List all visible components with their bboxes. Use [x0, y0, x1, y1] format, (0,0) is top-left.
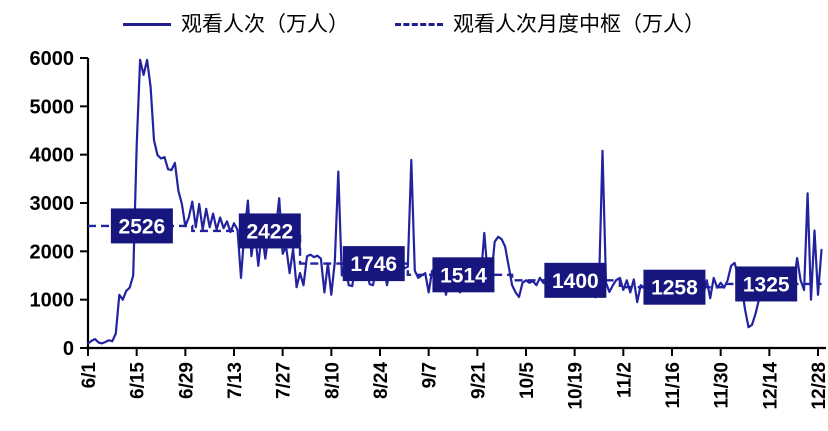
y-tick-label: 1000 [30, 290, 75, 312]
y-tick-label: 4000 [30, 145, 75, 167]
x-tick-label: 7/27 [274, 362, 295, 399]
legend-item-views: 观看人次（万人） [123, 14, 349, 35]
legend-label-monthly-median: 观看人次月度中枢（万人） [453, 12, 705, 36]
x-tick-label: 9/21 [468, 362, 489, 399]
median-label-box [238, 213, 301, 249]
median-label-box [342, 246, 405, 282]
views-line [86, 58, 823, 345]
x-tick-label: 11/16 [663, 362, 684, 409]
y-tick-label: 0 [63, 338, 74, 360]
median-label-value: 1746 [350, 253, 397, 276]
median-label-value: 1514 [440, 264, 487, 287]
median-label-value: 2526 [119, 215, 166, 238]
median-label-value: 1258 [651, 277, 698, 300]
median-label-box [544, 262, 607, 298]
y-tick-label: 6000 [30, 48, 75, 70]
legend-item-monthly-median: 观看人次月度中枢（万人） [395, 14, 705, 35]
legend-label-views: 观看人次（万人） [181, 12, 349, 36]
x-tick-label: 12/14 [760, 362, 781, 410]
median-label-box [432, 257, 495, 293]
x-tick-label: 10/5 [517, 362, 538, 399]
solid-line-swatch-icon [123, 23, 171, 26]
dashed-line-swatch-icon [395, 23, 443, 26]
x-tick-label: 9/7 [420, 362, 441, 388]
x-tick-label: 6/1 [79, 362, 100, 389]
y-tick-label: 2000 [30, 241, 75, 263]
x-tick-label: 8/24 [371, 362, 392, 399]
x-tick-label: 8/10 [322, 362, 343, 399]
x-tick-label: 11/2 [614, 362, 635, 398]
x-tick-label: 11/30 [712, 362, 733, 409]
y-tick-label: 3000 [30, 193, 75, 215]
y-tick-label: 5000 [30, 96, 75, 118]
median-label-box [110, 208, 173, 244]
median-label-value: 1400 [552, 270, 599, 293]
x-tick-label: 12/28 [809, 362, 828, 410]
median-label-value: 2422 [246, 220, 293, 243]
x-tick-label: 10/19 [566, 362, 587, 410]
median-label-value: 1325 [743, 273, 790, 296]
x-tick-label: 6/15 [128, 362, 149, 399]
x-tick-label: 7/13 [225, 362, 246, 399]
median-label-box [735, 266, 798, 302]
legend: 观看人次（万人） 观看人次月度中枢（万人） [123, 14, 705, 35]
median-label-box [643, 269, 706, 305]
x-tick-label: 6/29 [176, 362, 197, 399]
